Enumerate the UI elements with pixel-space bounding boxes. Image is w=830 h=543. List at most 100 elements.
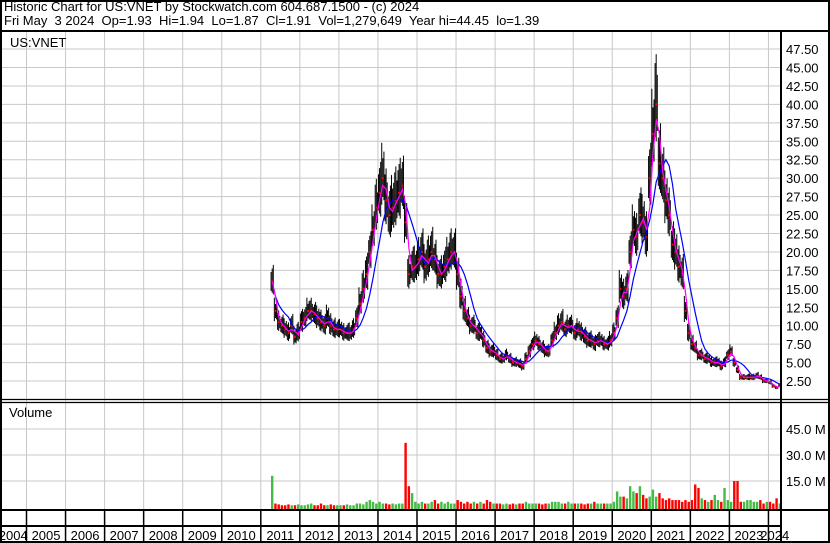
- close-mark: [290, 324, 293, 327]
- close-mark: [648, 177, 651, 180]
- close-mark: [365, 273, 368, 276]
- volume-bar: [449, 503, 453, 509]
- volume-bar: [274, 503, 277, 509]
- volume-bar: [619, 496, 622, 509]
- close-mark: [538, 343, 541, 346]
- volume-bar: [749, 500, 752, 509]
- volume-bar: [638, 486, 642, 509]
- price-tick-label: 15.00: [786, 282, 819, 297]
- volume-bar: [280, 505, 284, 509]
- chart-title: Historic Chart for US:VNET by Stockwatch…: [4, 0, 420, 14]
- volume-bar: [287, 504, 290, 509]
- close-mark: [359, 302, 362, 305]
- volume-bar: [755, 501, 759, 509]
- volume-bar: [674, 500, 677, 509]
- volume-bars: [270, 442, 782, 509]
- volume-bar: [310, 503, 313, 509]
- year-label: 2019: [578, 528, 607, 543]
- year-label: 2004: [0, 528, 28, 543]
- volume-tick-label: 45.0 M: [786, 422, 826, 437]
- volume-bar: [544, 503, 547, 509]
- quote-summary: Fri May 3 2024 Op=1.93 Hi=1.94 Lo=1.87 C…: [4, 13, 540, 28]
- close-mark: [446, 258, 449, 261]
- close-mark: [772, 385, 775, 388]
- close-mark: [645, 236, 648, 239]
- price-tick-label: 10.00: [786, 319, 819, 334]
- volume-bar: [365, 501, 368, 509]
- close-mark: [668, 214, 671, 217]
- volume-bar: [726, 500, 729, 509]
- volume-bar: [687, 501, 690, 509]
- close-mark: [703, 357, 706, 360]
- volume-bar: [762, 503, 765, 509]
- close-mark: [378, 191, 381, 194]
- volume-bar: [609, 503, 612, 509]
- volume-bar: [632, 491, 635, 509]
- volume-bar: [440, 501, 443, 509]
- volume-bar: [716, 500, 720, 509]
- volume-bar: [362, 504, 365, 509]
- close-mark: [287, 332, 290, 335]
- volume-bar: [462, 503, 466, 509]
- close-mark: [427, 258, 430, 261]
- close-mark: [756, 374, 759, 377]
- volume-bar: [547, 503, 550, 509]
- volume-bar: [596, 503, 599, 509]
- close-mark: [385, 199, 388, 202]
- volume-bar: [378, 501, 381, 509]
- close-mark: [710, 361, 713, 364]
- gridlines: [0, 31, 781, 509]
- symbol-label: US:VNET: [10, 35, 66, 50]
- volume-bar: [599, 503, 603, 509]
- volume-bar: [511, 503, 515, 509]
- volume-bar: [293, 505, 297, 509]
- volume-bar: [489, 501, 492, 509]
- close-mark: [333, 328, 336, 331]
- volume-bar: [703, 500, 707, 509]
- volume-bar: [459, 501, 463, 509]
- volume-bar: [710, 500, 713, 509]
- short-moving-average-line: [271, 118, 780, 388]
- close-mark: [726, 354, 729, 357]
- close-mark: [622, 295, 625, 298]
- volume-bar: [518, 503, 521, 509]
- volume-bar: [615, 491, 619, 509]
- volume-bar: [739, 501, 742, 509]
- close-mark: [635, 236, 638, 239]
- close-mark: [368, 250, 371, 253]
- volume-bar: [645, 498, 648, 509]
- close-mark: [511, 361, 514, 364]
- volume-bar: [300, 505, 303, 509]
- close-mark: [459, 295, 462, 298]
- year-label: 2012: [305, 528, 334, 543]
- volume-bar: [635, 493, 638, 509]
- close-mark: [573, 332, 576, 335]
- close-mark: [593, 343, 596, 346]
- volume-bar: [443, 503, 446, 509]
- price-tick-label: 30.00: [786, 171, 819, 186]
- close-mark: [489, 350, 492, 353]
- volume-bar: [316, 505, 319, 509]
- volume-bar: [456, 500, 459, 509]
- close-mark: [557, 324, 560, 327]
- volume-bar: [476, 503, 479, 509]
- volume-bar: [661, 498, 664, 509]
- close-mark: [407, 273, 410, 276]
- close-mark: [603, 343, 606, 346]
- volume-bar: [768, 501, 772, 509]
- close-mark: [469, 324, 472, 327]
- price-tick-label: 42.50: [786, 79, 819, 94]
- close-mark: [671, 243, 674, 246]
- volume-bar: [277, 504, 280, 509]
- volume-bar: [326, 505, 329, 509]
- close-mark: [323, 324, 326, 327]
- volume-bar: [521, 503, 524, 509]
- volume-bar: [658, 493, 661, 509]
- price-tick-label: 12.50: [786, 300, 819, 315]
- volume-bar: [430, 501, 433, 509]
- chart-header: Historic Chart for US:VNET by Stockwatch…: [0, 0, 830, 31]
- close-mark: [730, 350, 733, 353]
- close-mark: [551, 339, 554, 342]
